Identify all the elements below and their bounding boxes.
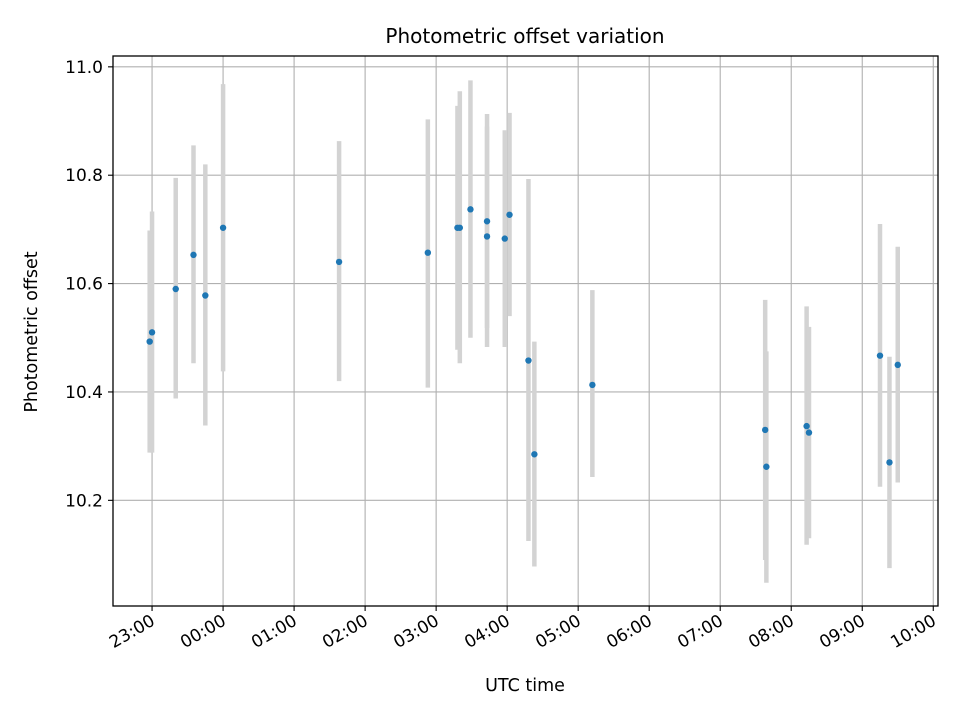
y-tick-label: 11.0 bbox=[65, 58, 103, 78]
chart-title: Photometric offset variation bbox=[385, 24, 664, 48]
y-tick-label: 10.8 bbox=[65, 166, 103, 186]
data-point bbox=[876, 352, 884, 359]
data-point bbox=[335, 258, 343, 266]
plot-frame bbox=[112, 55, 939, 607]
data-point bbox=[506, 211, 513, 218]
data-point bbox=[456, 224, 464, 231]
data-point bbox=[805, 429, 813, 436]
data-points bbox=[146, 206, 901, 470]
data-point bbox=[146, 338, 153, 345]
data-point bbox=[525, 357, 532, 364]
y-tick-label: 10.4 bbox=[65, 383, 103, 403]
y-tick-label: 10.2 bbox=[65, 491, 103, 511]
data-point bbox=[148, 329, 156, 336]
data-point bbox=[589, 381, 596, 389]
data-point bbox=[894, 361, 901, 369]
data-point bbox=[803, 422, 810, 430]
data-point bbox=[886, 459, 893, 466]
data-point bbox=[531, 451, 538, 458]
grid-lines bbox=[113, 56, 938, 606]
data-point bbox=[483, 233, 491, 240]
x-axis-label: UTC time bbox=[485, 676, 565, 696]
data-point bbox=[761, 426, 769, 434]
data-point bbox=[172, 285, 179, 293]
data-point bbox=[763, 463, 770, 470]
data-point bbox=[190, 251, 197, 259]
data-point bbox=[219, 224, 227, 231]
data-point bbox=[467, 206, 474, 213]
data-point bbox=[202, 292, 209, 299]
y-tick-label: 10.6 bbox=[65, 275, 103, 295]
data-point bbox=[424, 249, 432, 256]
y-axis-ticks: 10.2 10.4 10.6 10.8 11.0 bbox=[65, 58, 113, 511]
data-point bbox=[501, 235, 508, 242]
y-axis-label: Photometric offset bbox=[22, 251, 42, 412]
data-point bbox=[483, 218, 491, 225]
